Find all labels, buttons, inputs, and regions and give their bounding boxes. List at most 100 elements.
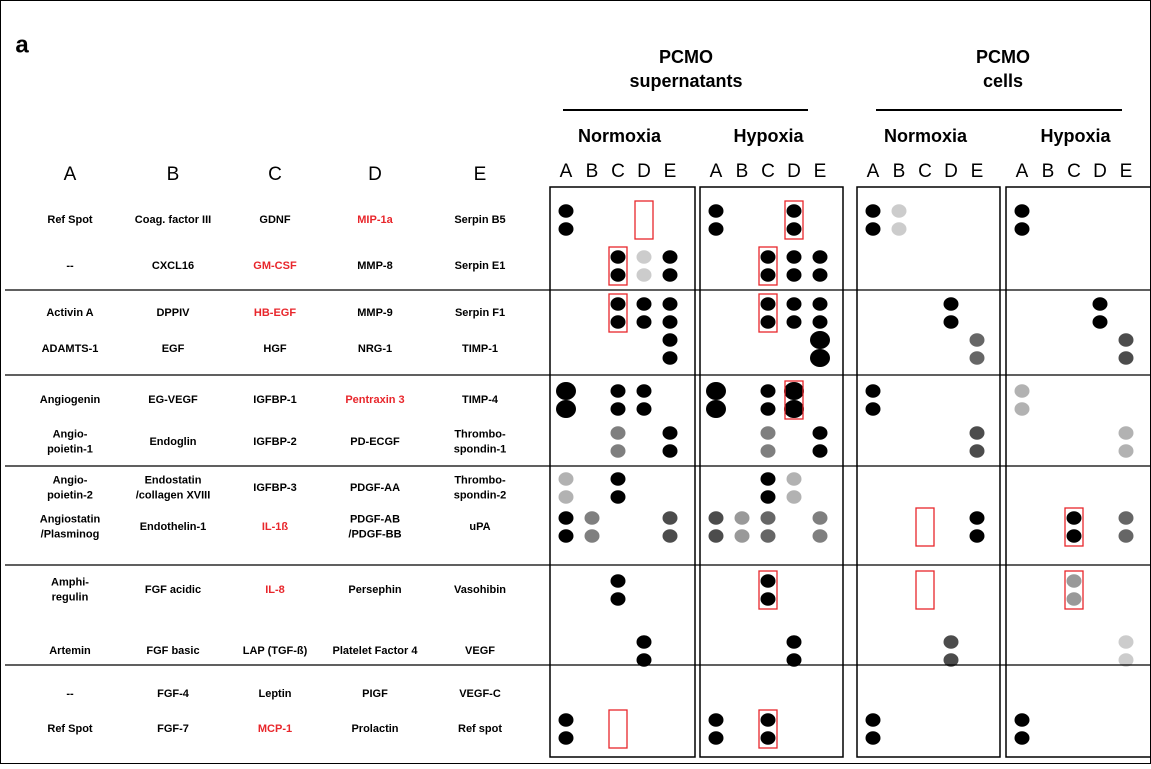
spot [663, 333, 678, 347]
column-letter: A [64, 164, 77, 185]
cell: -- [66, 688, 74, 700]
spot [761, 297, 776, 311]
cell: DPPIV [156, 307, 190, 319]
spot [611, 250, 626, 264]
column-letter: C [268, 164, 282, 185]
cell: PD-ECGF [350, 436, 400, 448]
cell: Persephin [348, 584, 401, 596]
blot-column-letter: E [1120, 161, 1133, 182]
spot [1119, 653, 1134, 667]
spot [813, 529, 828, 543]
cell: HGF [263, 343, 287, 355]
spot [813, 444, 828, 458]
spot [787, 635, 802, 649]
cell: MCP-1 [258, 723, 292, 735]
cell: Angio- [53, 474, 88, 486]
spot [787, 250, 802, 264]
cell: IL-8 [265, 584, 285, 596]
spot [556, 382, 576, 400]
cell: Angiostatin [40, 513, 101, 525]
spot [637, 653, 652, 667]
spot [559, 529, 574, 543]
cell: FGF-4 [157, 688, 190, 700]
blot-column-letter: A [560, 161, 573, 182]
spot [611, 268, 626, 282]
cell: Ref Spot [47, 723, 93, 735]
spot [611, 315, 626, 329]
cell: PDGF-AB [350, 513, 400, 525]
spot [556, 400, 576, 418]
spot [1119, 444, 1134, 458]
spot [1067, 574, 1082, 588]
spot [761, 529, 776, 543]
spot [866, 204, 881, 218]
spot [761, 490, 776, 504]
spot [761, 592, 776, 606]
spot [761, 268, 776, 282]
spot [787, 204, 802, 218]
spot [663, 511, 678, 525]
cell: Amphi- [51, 576, 89, 588]
spot [637, 297, 652, 311]
condition: Normoxia [884, 126, 968, 146]
cell: Platelet Factor 4 [333, 645, 419, 657]
column-letter: E [474, 164, 487, 185]
cell: HB-EGF [254, 307, 296, 319]
spot [944, 653, 959, 667]
cell: VEGF-C [459, 688, 501, 700]
spot [1119, 529, 1134, 543]
spot [813, 250, 828, 264]
spot [761, 713, 776, 727]
blot-column-letter: C [761, 161, 775, 182]
cell: GDNF [259, 214, 290, 226]
blot-column-letter: D [787, 161, 801, 182]
spot [761, 731, 776, 745]
blot-column-letter: B [893, 161, 906, 182]
spot [663, 315, 678, 329]
spot [611, 444, 626, 458]
spot [892, 204, 907, 218]
spot [761, 472, 776, 486]
spot [787, 222, 802, 236]
spot [1015, 402, 1030, 416]
spot [1015, 222, 1030, 236]
spot [813, 315, 828, 329]
cell: uPA [469, 521, 490, 533]
blot-column-letter: B [736, 161, 749, 182]
cell: MIP-1a [357, 214, 393, 226]
condition: Hypoxia [1040, 126, 1111, 146]
spot [761, 402, 776, 416]
spot [706, 400, 726, 418]
cell: EGF [162, 343, 185, 355]
spot [761, 426, 776, 440]
spot [1119, 333, 1134, 347]
spot [810, 349, 830, 367]
cell: NRG-1 [358, 343, 392, 355]
cell: PDGF-AA [350, 482, 400, 494]
spot [709, 511, 724, 525]
spot [787, 490, 802, 504]
cell: FGF basic [146, 645, 199, 657]
spot [970, 444, 985, 458]
spot [709, 713, 724, 727]
blot-column-letter: D [637, 161, 651, 182]
condition: Hypoxia [733, 126, 804, 146]
spot [735, 529, 750, 543]
group-title: PCMO [976, 47, 1030, 67]
spot [1015, 713, 1030, 727]
spot [761, 511, 776, 525]
group-title: PCMO [659, 47, 713, 67]
cell: Endoglin [149, 436, 196, 448]
spot [585, 529, 600, 543]
spot [611, 297, 626, 311]
spot [813, 511, 828, 525]
spot [709, 529, 724, 543]
blot-column-letter: D [944, 161, 958, 182]
panel-label: a [15, 31, 29, 58]
blot-column-letter: C [611, 161, 625, 182]
spot [784, 382, 804, 400]
spot [559, 713, 574, 727]
spot [559, 204, 574, 218]
cell: Pentraxin 3 [345, 394, 404, 406]
cell: Thrombo- [454, 474, 506, 486]
